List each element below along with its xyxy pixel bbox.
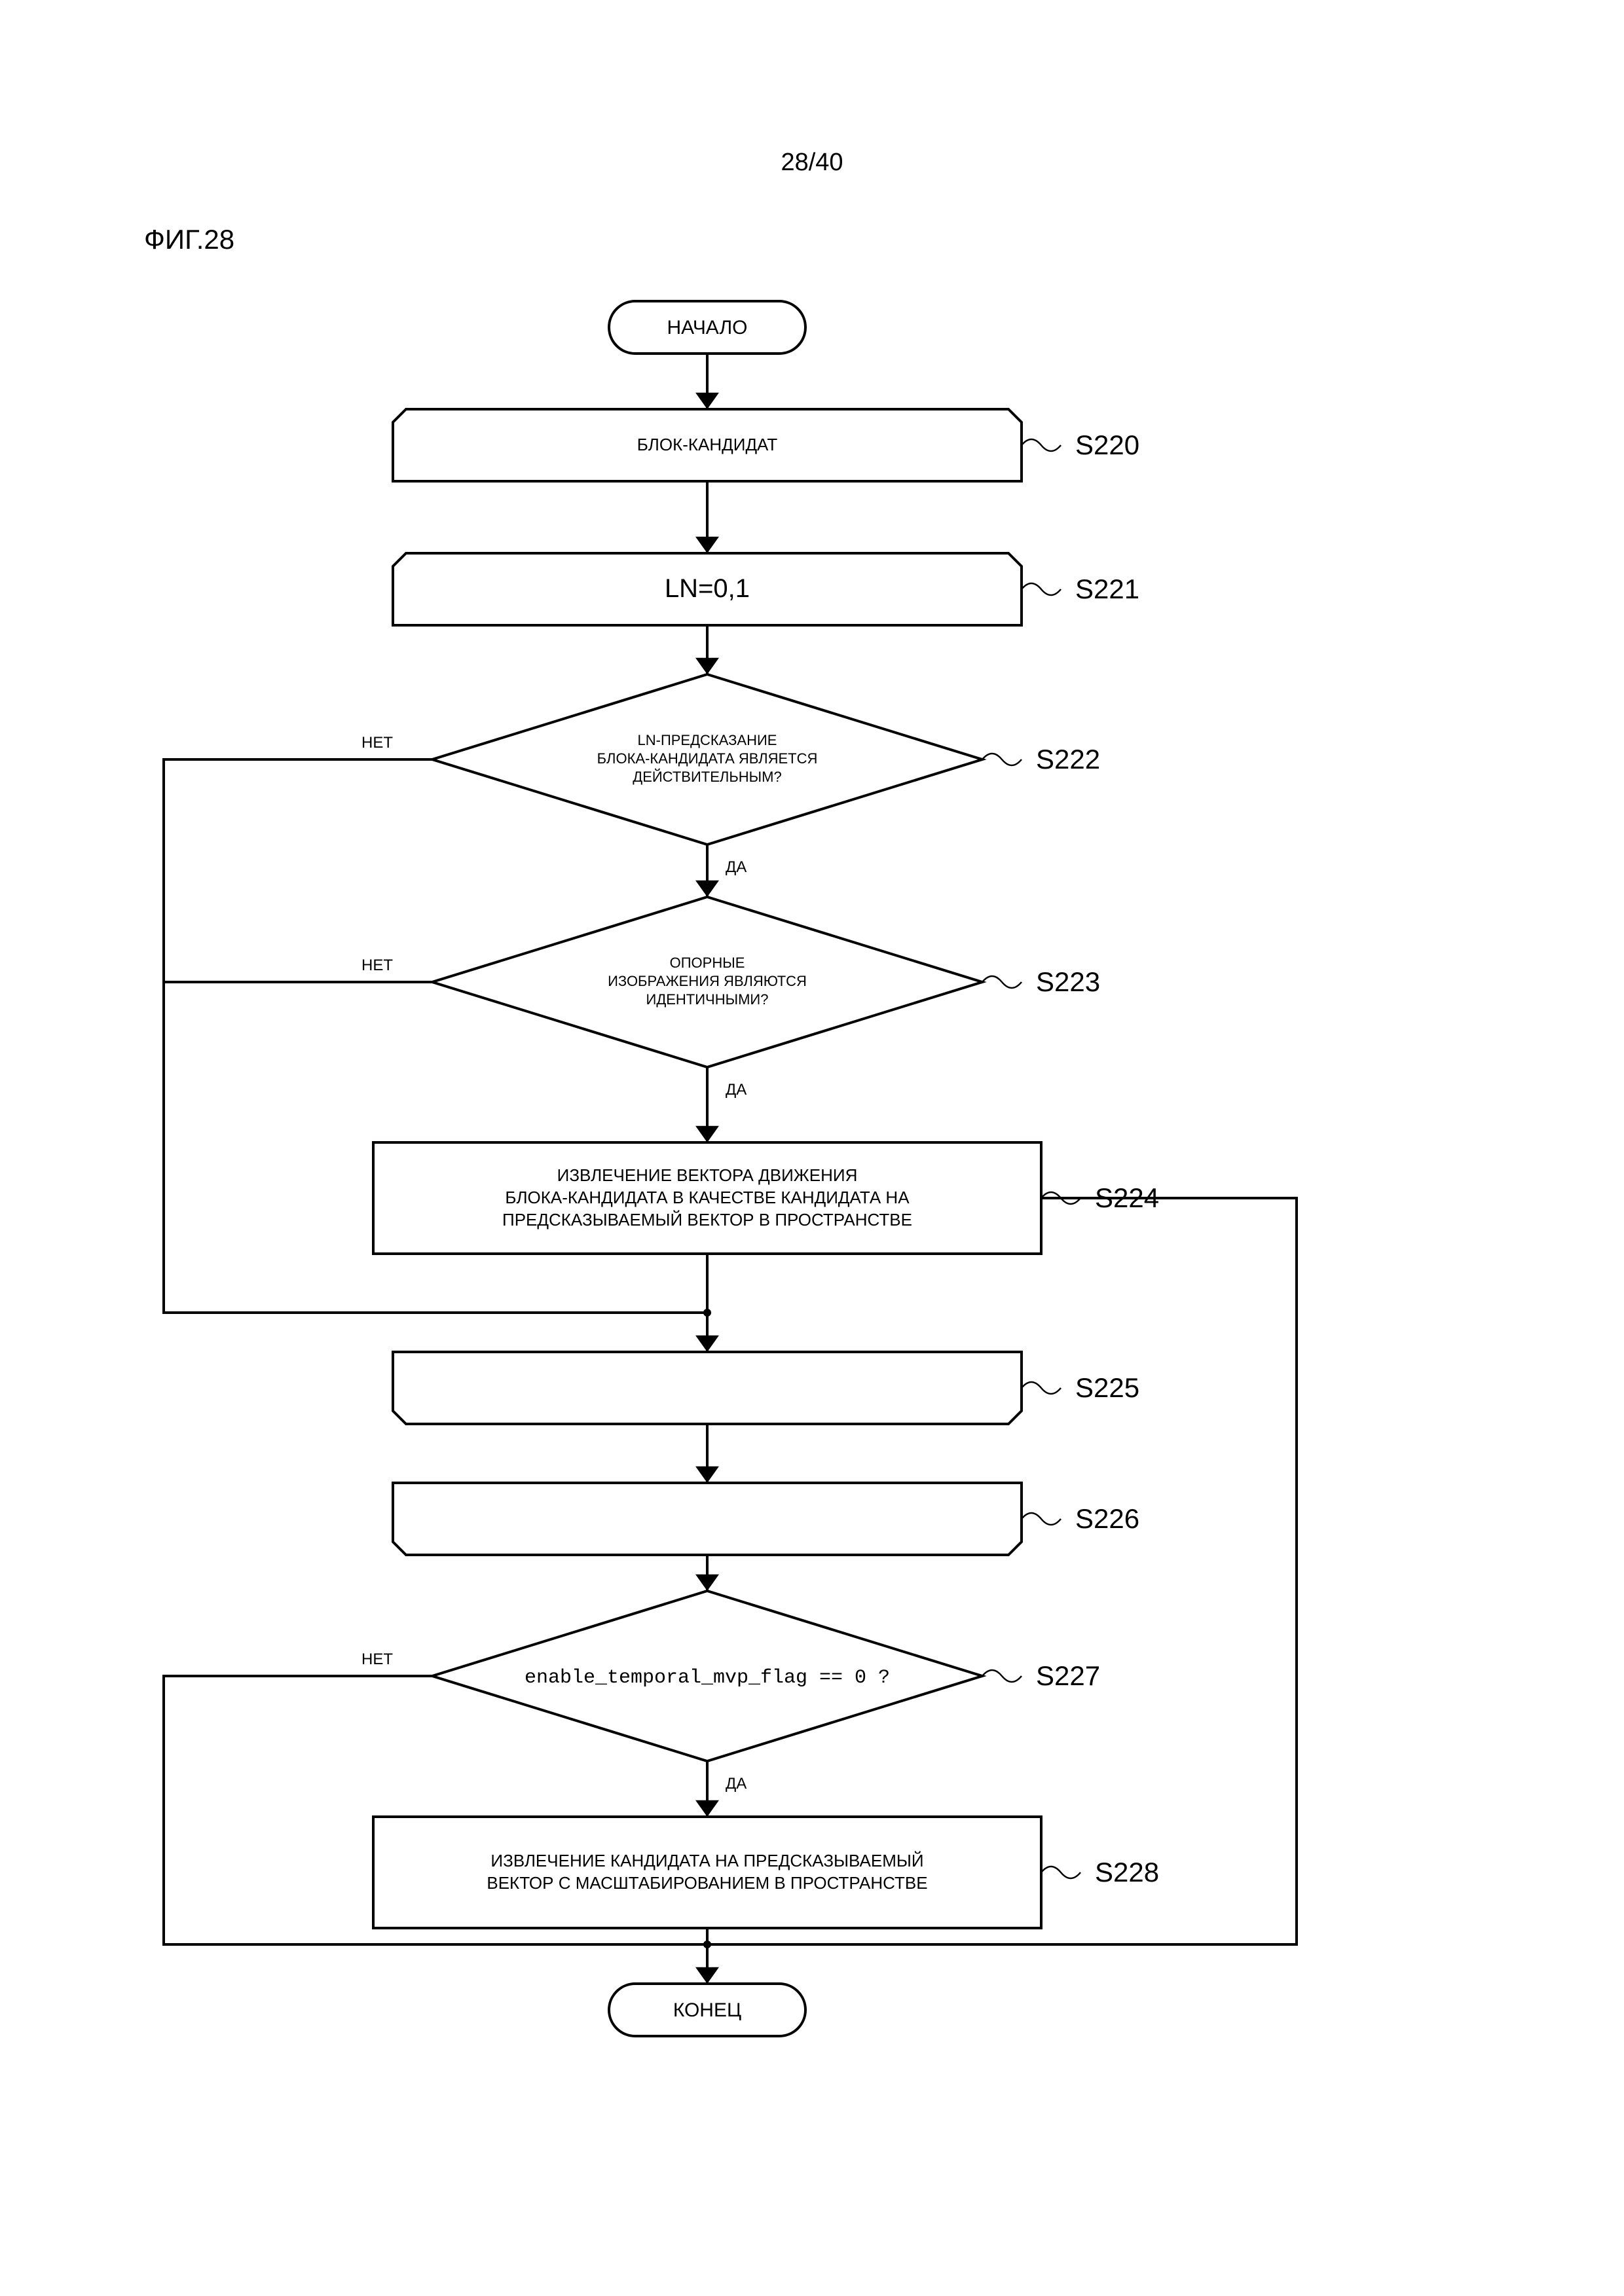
step-s225: S225 bbox=[1075, 1372, 1139, 1403]
label-text: ВЕКТОР С МАСШТАБИРОВАНИЕМ В ПРОСТРАНСТВЕ bbox=[487, 1873, 927, 1893]
page-number: 28/40 bbox=[781, 149, 843, 176]
label-no-s222: НЕТ bbox=[361, 734, 393, 752]
label-text: НАЧАЛО bbox=[667, 317, 747, 338]
step-s223: S223 bbox=[1036, 966, 1100, 997]
label-text: ДЕЙСТВИТЕЛЬНЫМ? bbox=[633, 769, 781, 785]
loop-end-s225 bbox=[393, 1352, 1022, 1424]
loop-end-s226 bbox=[393, 1483, 1022, 1555]
label-text: ПРЕДСКАЗЫВАЕМЫЙ ВЕКТОР В ПРОСТРАНСТВЕ bbox=[502, 1210, 912, 1230]
label-yes-s223: ДА bbox=[726, 1081, 747, 1099]
terminal-start: НАЧАЛО bbox=[609, 301, 805, 354]
step-s226: S226 bbox=[1075, 1503, 1139, 1534]
process-s228: ИЗВЛЕЧЕНИЕ КАНДИДАТА НА ПРЕДСКАЗЫВАЕМЫЙ В… bbox=[373, 1817, 1041, 1928]
process-s224: ИЗВЛЕЧЕНИЕ ВЕКТОРА ДВИЖЕНИЯ БЛОКА-КАНДИДА… bbox=[373, 1142, 1041, 1254]
decision-s227: enable_temporal_mvp_flag == 0 ? bbox=[432, 1591, 982, 1761]
label-text: ИЗВЛЕЧЕНИЕ ВЕКТОРА ДВИЖЕНИЯ bbox=[557, 1165, 858, 1185]
step-s228: S228 bbox=[1095, 1857, 1159, 1887]
label-no-s227: НЕТ bbox=[361, 1650, 393, 1668]
label-text: КОНЕЦ bbox=[673, 1999, 741, 2021]
loop-s220: БЛОК-КАНДИДАТ bbox=[393, 409, 1022, 481]
decision-s223: ОПОРНЫЕ ИЗОБРАЖЕНИЯ ЯВЛЯЮТСЯ ИДЕНТИЧНЫМИ? bbox=[432, 897, 982, 1067]
label-text: БЛОКА-КАНДИДАТА В КАЧЕСТВЕ КАНДИДАТА НА bbox=[505, 1188, 910, 1207]
terminal-end: КОНЕЦ bbox=[609, 1984, 805, 2036]
label-yes-s227: ДА bbox=[726, 1775, 747, 1793]
label-text: LN=0,1 bbox=[665, 574, 750, 603]
step-s227: S227 bbox=[1036, 1660, 1100, 1691]
label-no-s223: НЕТ bbox=[361, 957, 393, 974]
label-text: LN-ПРЕДСКАЗАНИЕ bbox=[638, 732, 777, 748]
label-text: ИДЕНТИЧНЫМИ? bbox=[646, 991, 769, 1008]
label-text: БЛОКА-КАНДИДАТА ЯВЛЯЕТСЯ bbox=[597, 750, 818, 767]
decision-s222: LN-ПРЕДСКАЗАНИЕ БЛОКА-КАНДИДАТА ЯВЛЯЕТСЯ Д… bbox=[432, 674, 982, 845]
step-s221: S221 bbox=[1075, 574, 1139, 604]
label-text: ОПОРНЫЕ bbox=[670, 955, 745, 971]
label-text: БЛОК-КАНДИДАТ bbox=[637, 435, 778, 454]
label-text: ИЗОБРАЖЕНИЯ ЯВЛЯЮТСЯ bbox=[608, 973, 807, 989]
figure-label: ФИГ.28 bbox=[144, 224, 234, 255]
label-text: enable_temporal_mvp_flag == 0 ? bbox=[525, 1667, 890, 1689]
label-yes-s222: ДА bbox=[726, 858, 747, 876]
flowchart-canvas: 28/40 ФИГ.28 НАЧАЛО БЛОК-КАНДИДАТ S220 LN=0,1… bbox=[0, 0, 1624, 2296]
loop-s221: LN=0,1 bbox=[393, 553, 1022, 625]
step-s220: S220 bbox=[1075, 429, 1139, 460]
step-s222: S222 bbox=[1036, 744, 1100, 774]
label-text: ИЗВЛЕЧЕНИЕ КАНДИДАТА НА ПРЕДСКАЗЫВАЕМЫЙ bbox=[490, 1851, 923, 1870]
